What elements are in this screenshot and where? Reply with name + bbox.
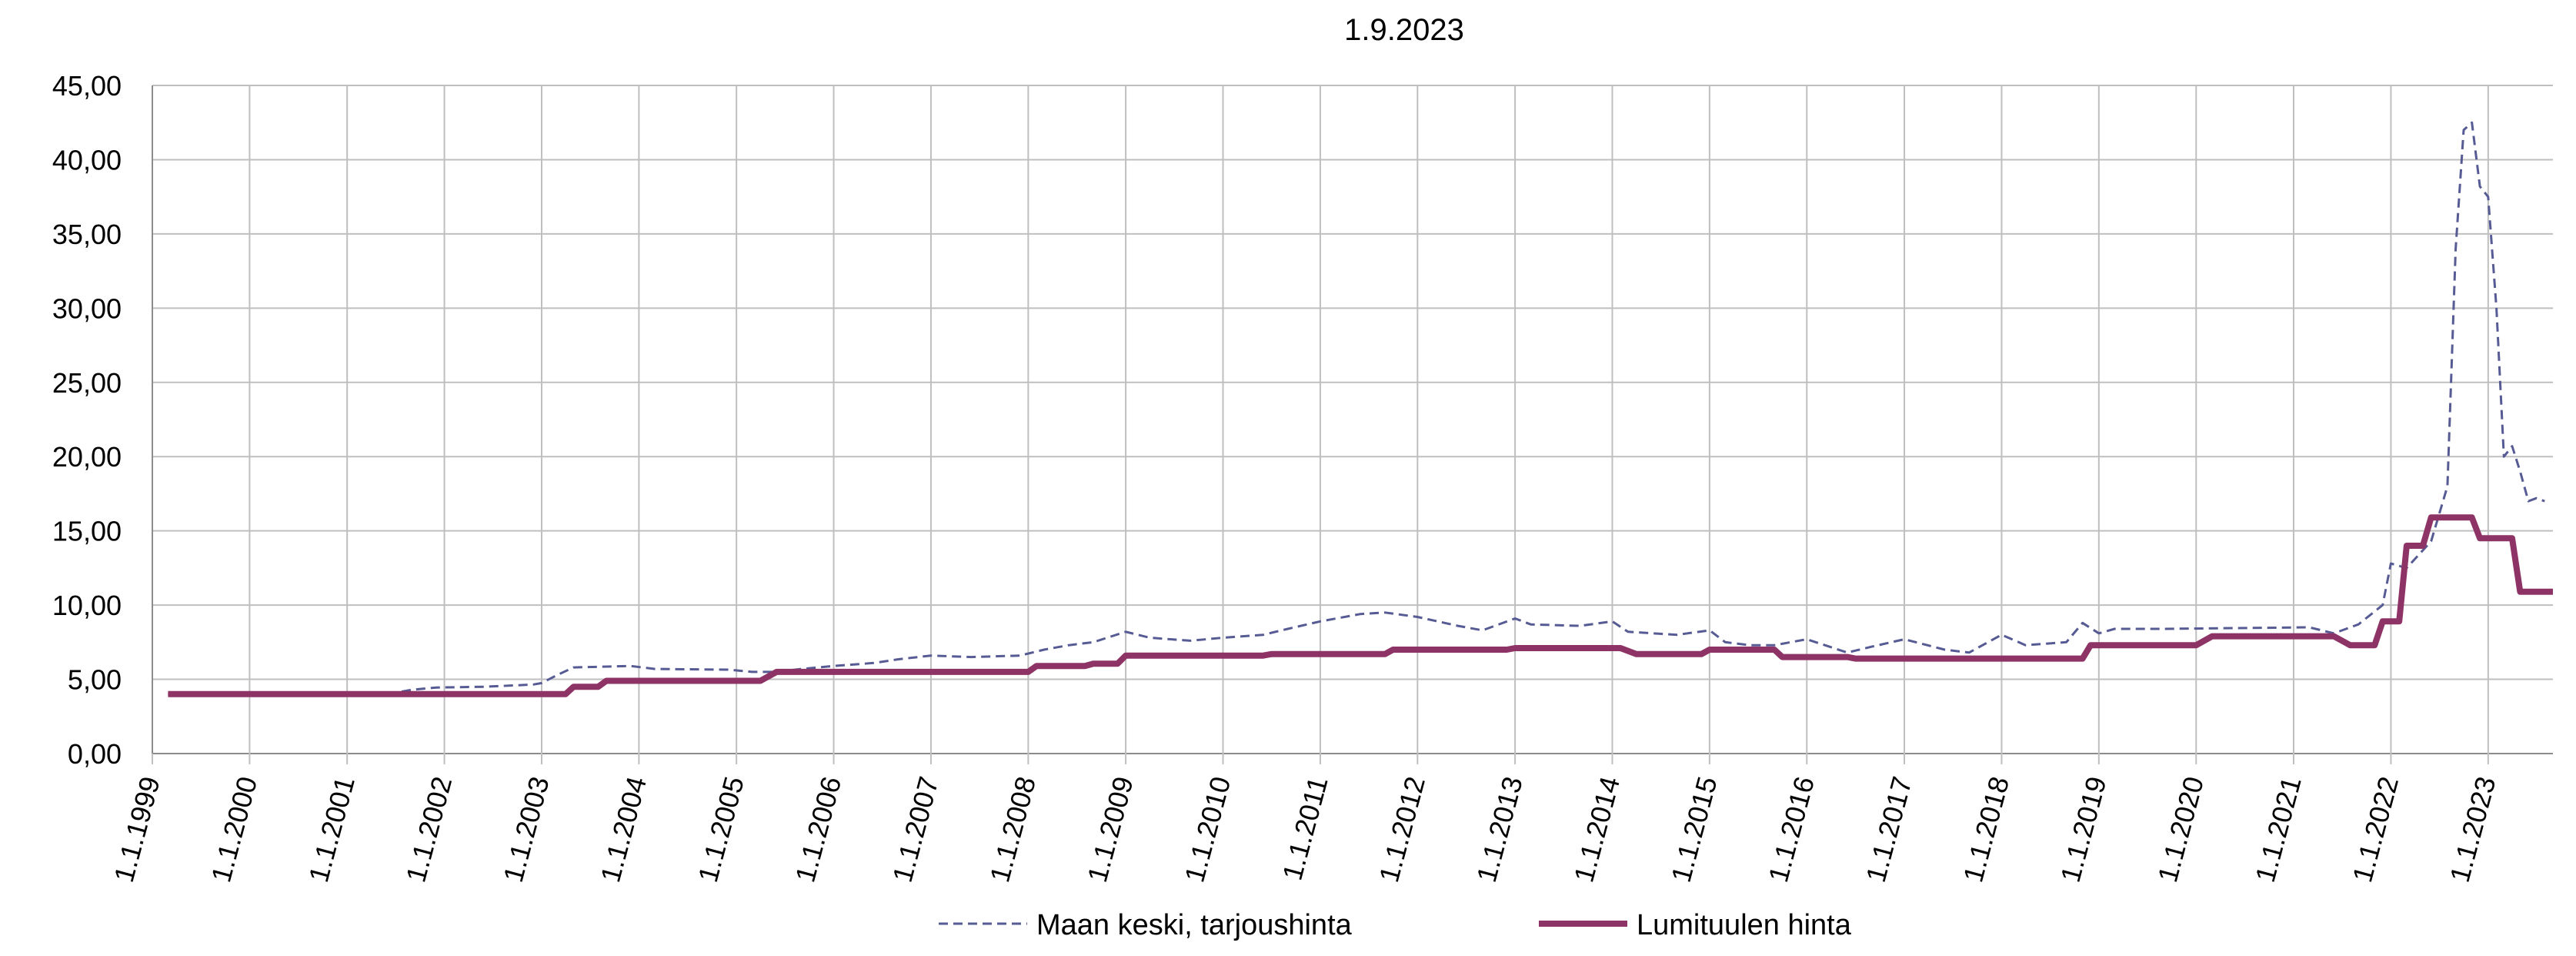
x-tick-label: 1.1.2007 [886,773,945,885]
x-tick-label: 1.1.2013 [1470,773,1529,885]
y-tick-label: 35,00 [52,219,122,250]
x-tick-label: 1.1.2014 [1567,773,1626,885]
series-line-tarjoushinta [168,121,2545,696]
y-tick-label: 10,00 [52,590,122,621]
x-tick-label: 1.1.2004 [594,773,652,885]
x-tick-label: 1.1.2000 [205,773,263,885]
x-tick-label: 1.1.2002 [399,773,458,885]
x-tick-label: 1.1.2016 [1762,773,1820,885]
y-axis-tick-labels: 0,00 5,00 10,00 15,00 20,00 25,00 30,00 35,00 40… [52,70,122,770]
legend-label: Lumituulen hinta [1637,909,1852,941]
gridlines [152,85,2553,764]
x-tick-label: 1.1.2017 [1860,773,1918,885]
x-tick-label: 1.1.2006 [789,773,847,885]
y-tick-label: 15,00 [52,516,122,547]
x-tick-label: 1.1.2003 [497,773,556,885]
x-tick-label: 1.1.2009 [1081,773,1140,885]
y-tick-label: 40,00 [52,144,122,175]
x-tick-label: 1.1.2008 [983,773,1042,885]
legend-label: Maan keski, tarjoushinta [1036,909,1353,941]
y-tick-label: 20,00 [52,441,122,473]
x-tick-label: 1.1.2018 [1957,773,2015,885]
x-tick-label: 1.1.1999 [108,773,166,885]
x-tick-label: 1.1.2001 [302,773,361,885]
x-tick-label: 1.1.2010 [1178,773,1236,885]
chart-title: 1.9.2023 [1344,13,1464,47]
x-tick-label: 1.1.2019 [2054,773,2113,885]
x-axis-tick-labels: 1.1.1999 1.1.2000 1.1.2001 1.1.2002 1.1.2003… [108,773,2502,885]
x-tick-label: 1.1.2020 [2151,773,2210,885]
x-tick-label: 1.1.2023 [2444,773,2502,885]
series-lines [168,121,2553,697]
x-tick-label: 1.1.2012 [1373,773,1431,885]
y-tick-label: 0,00 [68,738,122,770]
y-tick-label: 30,00 [52,292,122,324]
x-tick-label: 1.1.2021 [2249,773,2307,885]
y-tick-label: 45,00 [52,70,122,102]
y-tick-label: 5,00 [68,664,122,696]
x-tick-label: 1.1.2011 [1276,773,1333,883]
x-tick-label: 1.1.2005 [692,773,750,885]
y-tick-label: 25,00 [52,367,122,399]
x-tick-label: 1.1.2022 [2346,773,2404,885]
x-tick-label: 1.1.2015 [1665,773,1723,885]
series-line-lumituuli [168,514,2553,697]
legend: Maan keski, tarjoushinta Lumituulen hinta [939,909,1852,941]
